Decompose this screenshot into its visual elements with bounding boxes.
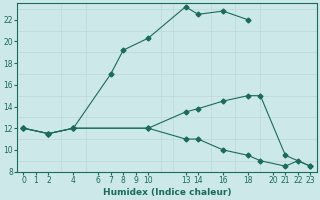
X-axis label: Humidex (Indice chaleur): Humidex (Indice chaleur) [103, 188, 231, 197]
